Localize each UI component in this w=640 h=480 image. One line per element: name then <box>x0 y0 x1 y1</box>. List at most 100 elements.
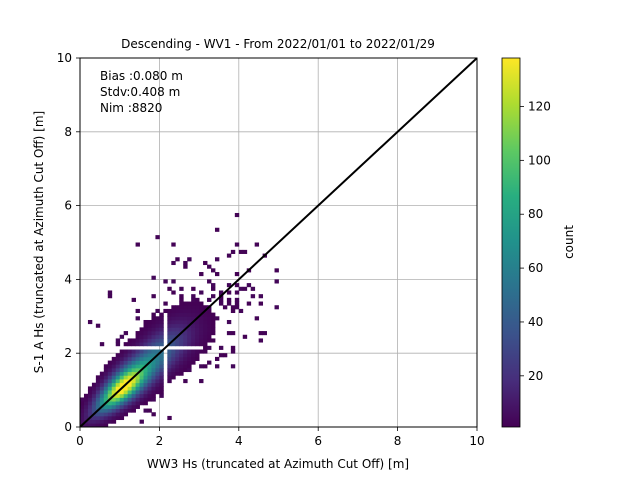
histogram-cell <box>159 379 164 384</box>
histogram-cell <box>135 404 140 409</box>
histogram-cell <box>95 404 101 409</box>
histogram-cell <box>139 360 144 365</box>
x-tick-label: 2 <box>156 434 164 448</box>
histogram-cell <box>147 390 152 395</box>
x-tick-label: 8 <box>394 434 402 448</box>
histogram-cell <box>258 338 264 343</box>
histogram-cell <box>151 331 156 336</box>
histogram-cell <box>135 397 140 402</box>
histogram-cell <box>179 338 184 343</box>
histogram-cell <box>207 308 212 314</box>
histogram-cell <box>135 364 140 369</box>
histogram-cell <box>254 316 260 321</box>
histogram-cell <box>147 342 152 347</box>
histogram-cell <box>131 297 136 302</box>
histogram-cell <box>155 367 160 373</box>
histogram-cell <box>143 356 148 361</box>
histogram-cell <box>119 360 125 365</box>
y-tick-label: 2 <box>64 346 72 360</box>
histogram-cell <box>151 312 156 317</box>
histogram-cell <box>139 331 144 336</box>
histogram-cell <box>234 212 240 218</box>
histogram-cell <box>143 408 148 413</box>
histogram-cell <box>103 379 109 384</box>
histogram-cell <box>115 375 121 380</box>
histogram-cell <box>99 415 105 421</box>
histogram-cell <box>167 364 172 369</box>
histogram-cell <box>119 415 125 421</box>
histogram-cell <box>155 323 160 328</box>
histogram-cell <box>195 353 200 358</box>
histogram-cell <box>238 308 244 314</box>
histogram-cell <box>195 301 200 306</box>
histogram-cell <box>179 286 184 291</box>
histogram-cell <box>123 342 129 347</box>
histogram-cell <box>155 386 160 391</box>
histogram-cell <box>143 367 148 373</box>
histogram-cell <box>95 419 101 424</box>
x-tick-label: 10 <box>469 434 484 448</box>
histogram-cell <box>123 356 129 361</box>
histogram-cell <box>207 334 212 339</box>
histogram-cell <box>139 353 144 358</box>
histogram-cell <box>147 364 152 369</box>
histogram-cell <box>155 379 160 384</box>
histogram-cell <box>139 349 144 354</box>
histogram-cell <box>203 316 208 321</box>
histogram-cell <box>135 242 140 247</box>
histogram-cell <box>171 342 176 347</box>
histogram-cell <box>111 419 117 424</box>
histogram-cell <box>167 286 172 291</box>
histogram-cell <box>99 408 105 413</box>
histogram-cell <box>155 342 160 347</box>
histogram-cell <box>159 393 164 398</box>
histogram-cell <box>103 404 109 409</box>
histogram-cell <box>111 367 117 373</box>
histogram-cell <box>115 338 121 343</box>
histogram-cell <box>183 260 188 266</box>
histogram-cell <box>191 327 196 332</box>
histogram-cell <box>103 423 109 427</box>
histogram-cell <box>155 371 160 376</box>
histogram-cell <box>175 356 180 361</box>
histogram-cell <box>187 316 192 321</box>
histogram-cell <box>183 312 188 317</box>
histogram-cell <box>135 316 140 321</box>
histogram-cell <box>155 360 160 365</box>
stats-stdv: Stdv:0.408 m <box>100 85 180 99</box>
histogram-cell <box>191 353 196 358</box>
histogram-cell <box>203 260 208 266</box>
histogram-cell <box>119 382 125 387</box>
histogram-cell <box>139 379 144 384</box>
histogram-cell <box>242 249 248 254</box>
colorbar <box>501 57 521 428</box>
histogram-cell <box>171 375 176 380</box>
histogram-cell <box>123 401 129 406</box>
histogram-cell <box>214 257 220 262</box>
histogram-cell <box>242 334 248 339</box>
histogram-cell <box>211 312 216 317</box>
histogram-cell <box>179 323 184 328</box>
histogram-cell <box>131 371 136 376</box>
histogram-cell <box>103 415 109 421</box>
histogram-cell <box>87 397 93 402</box>
histogram-cell <box>191 342 196 347</box>
histogram-cell <box>207 360 212 365</box>
histogram-cell <box>218 345 224 350</box>
histogram-cell <box>123 390 129 395</box>
histogram-cell <box>111 386 117 391</box>
histogram-cell <box>135 349 140 354</box>
histogram-cell <box>167 338 172 343</box>
histogram-cell <box>175 360 180 365</box>
y-axis-ticks: 0 2 4 6 8 10 <box>57 51 80 434</box>
histogram-cell <box>151 319 156 325</box>
histogram-cell <box>151 379 156 384</box>
histogram-cell <box>187 342 192 347</box>
histogram-cell <box>95 323 101 328</box>
histogram-cell <box>151 316 156 321</box>
histogram-cell <box>127 390 133 395</box>
histogram-cell <box>151 323 156 328</box>
histogram-cell <box>179 364 184 369</box>
histogram-cell <box>147 408 152 413</box>
